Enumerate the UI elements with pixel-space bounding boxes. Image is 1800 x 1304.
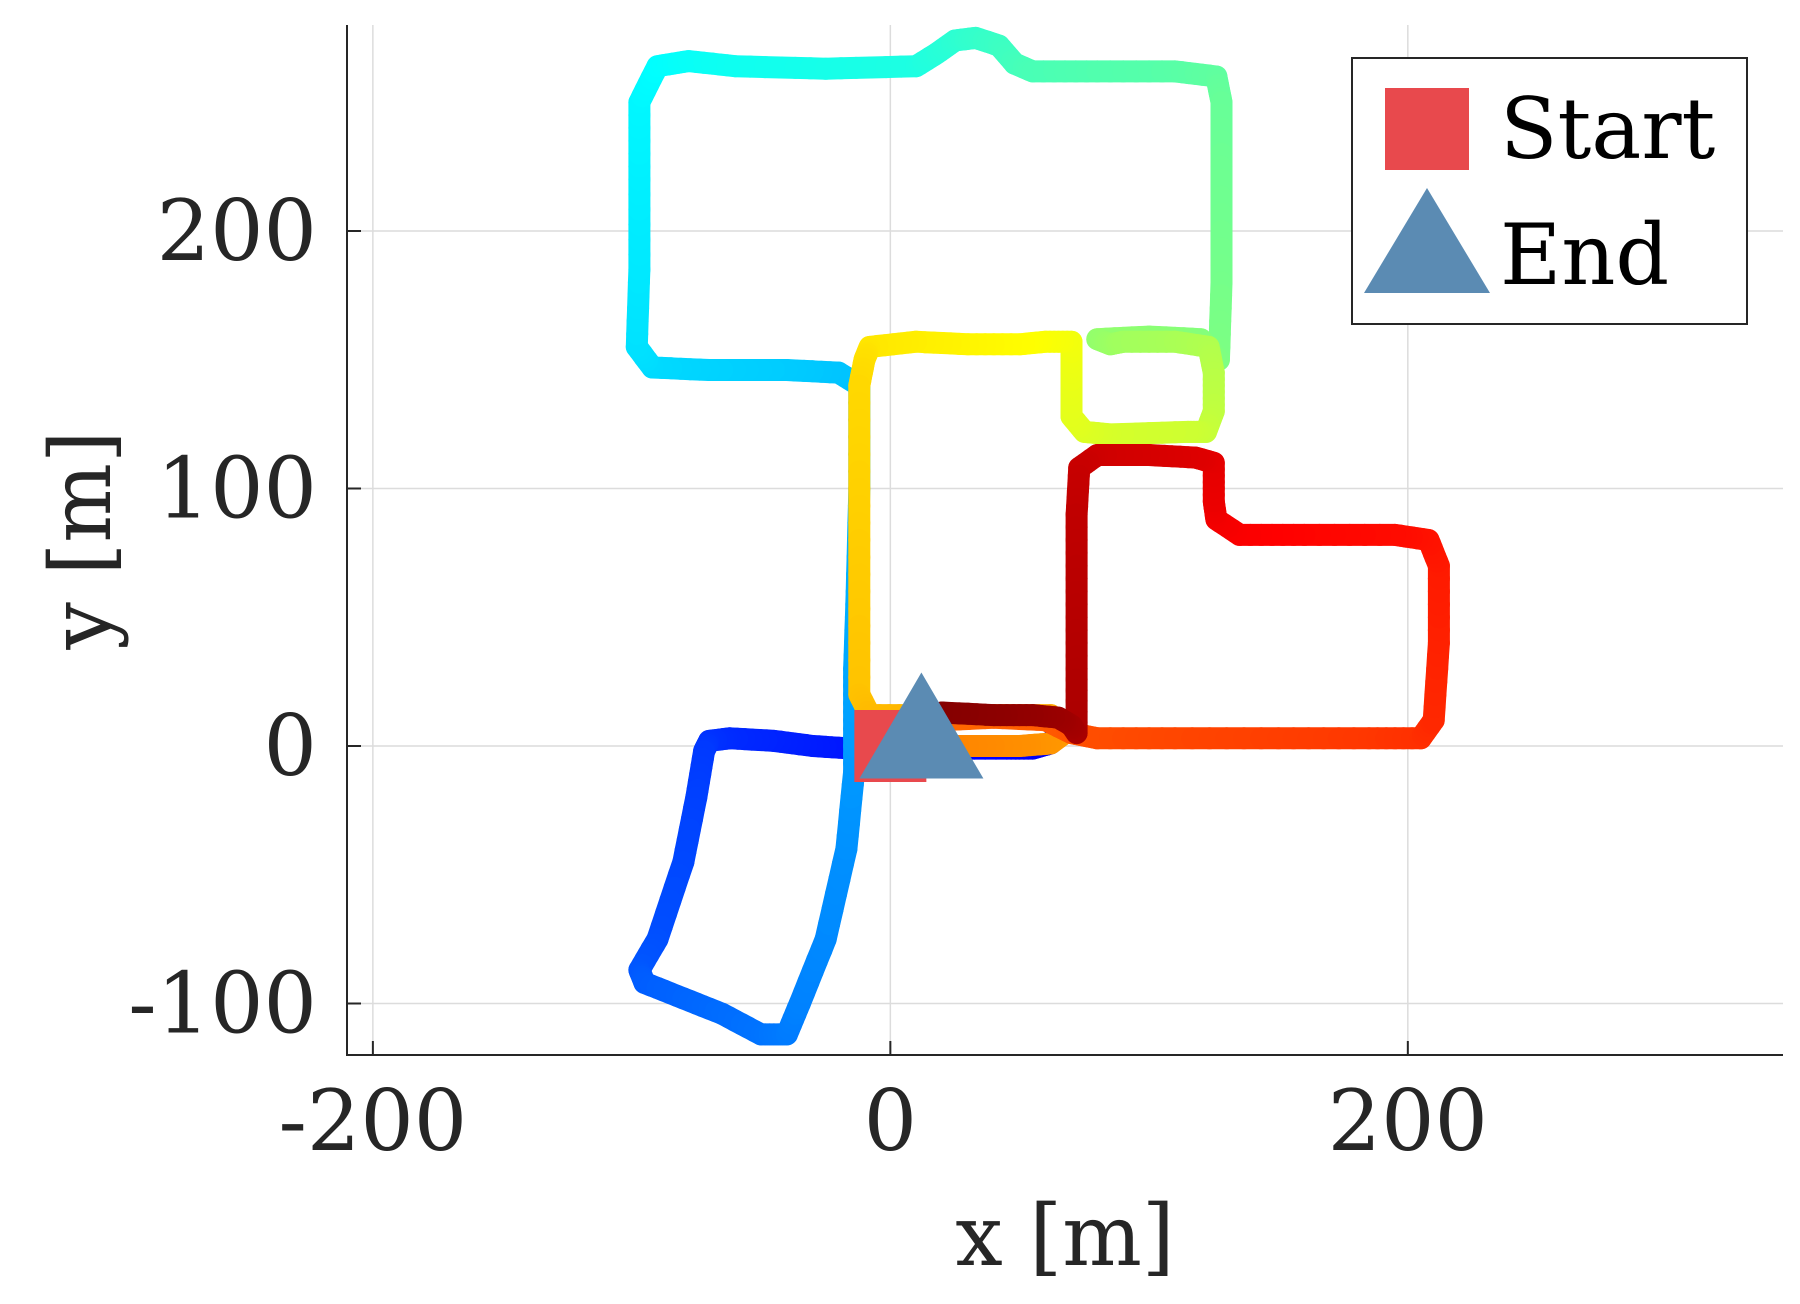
y-tick-label: 100 [157,440,317,538]
x-tick-label: 0 [864,1072,917,1170]
legend-start-square-marker [1385,88,1469,170]
markers [854,672,984,782]
x-tick-label: -200 [279,1072,468,1170]
axis-lines [346,25,1783,1056]
y-axis-label: y [m] [32,430,130,650]
legend-end-label: End [1500,206,1669,304]
y-tick-label: 0 [264,697,317,795]
y-tick-label: 200 [157,182,317,280]
axes [346,25,1783,1056]
legend: Start End [1351,57,1748,325]
end-marker [859,672,984,779]
x-axis-label: x [m] [955,1187,1174,1285]
legend-start-label: Start [1500,80,1716,178]
y-tick-label: -100 [128,955,317,1053]
x-tick-label: 200 [1328,1072,1488,1170]
tick-labels: -200 0 200 -100 0 100 200 [128,182,1488,1170]
trajectory-path [625,26,1450,1046]
legend-end-triangle-marker [1364,188,1490,293]
